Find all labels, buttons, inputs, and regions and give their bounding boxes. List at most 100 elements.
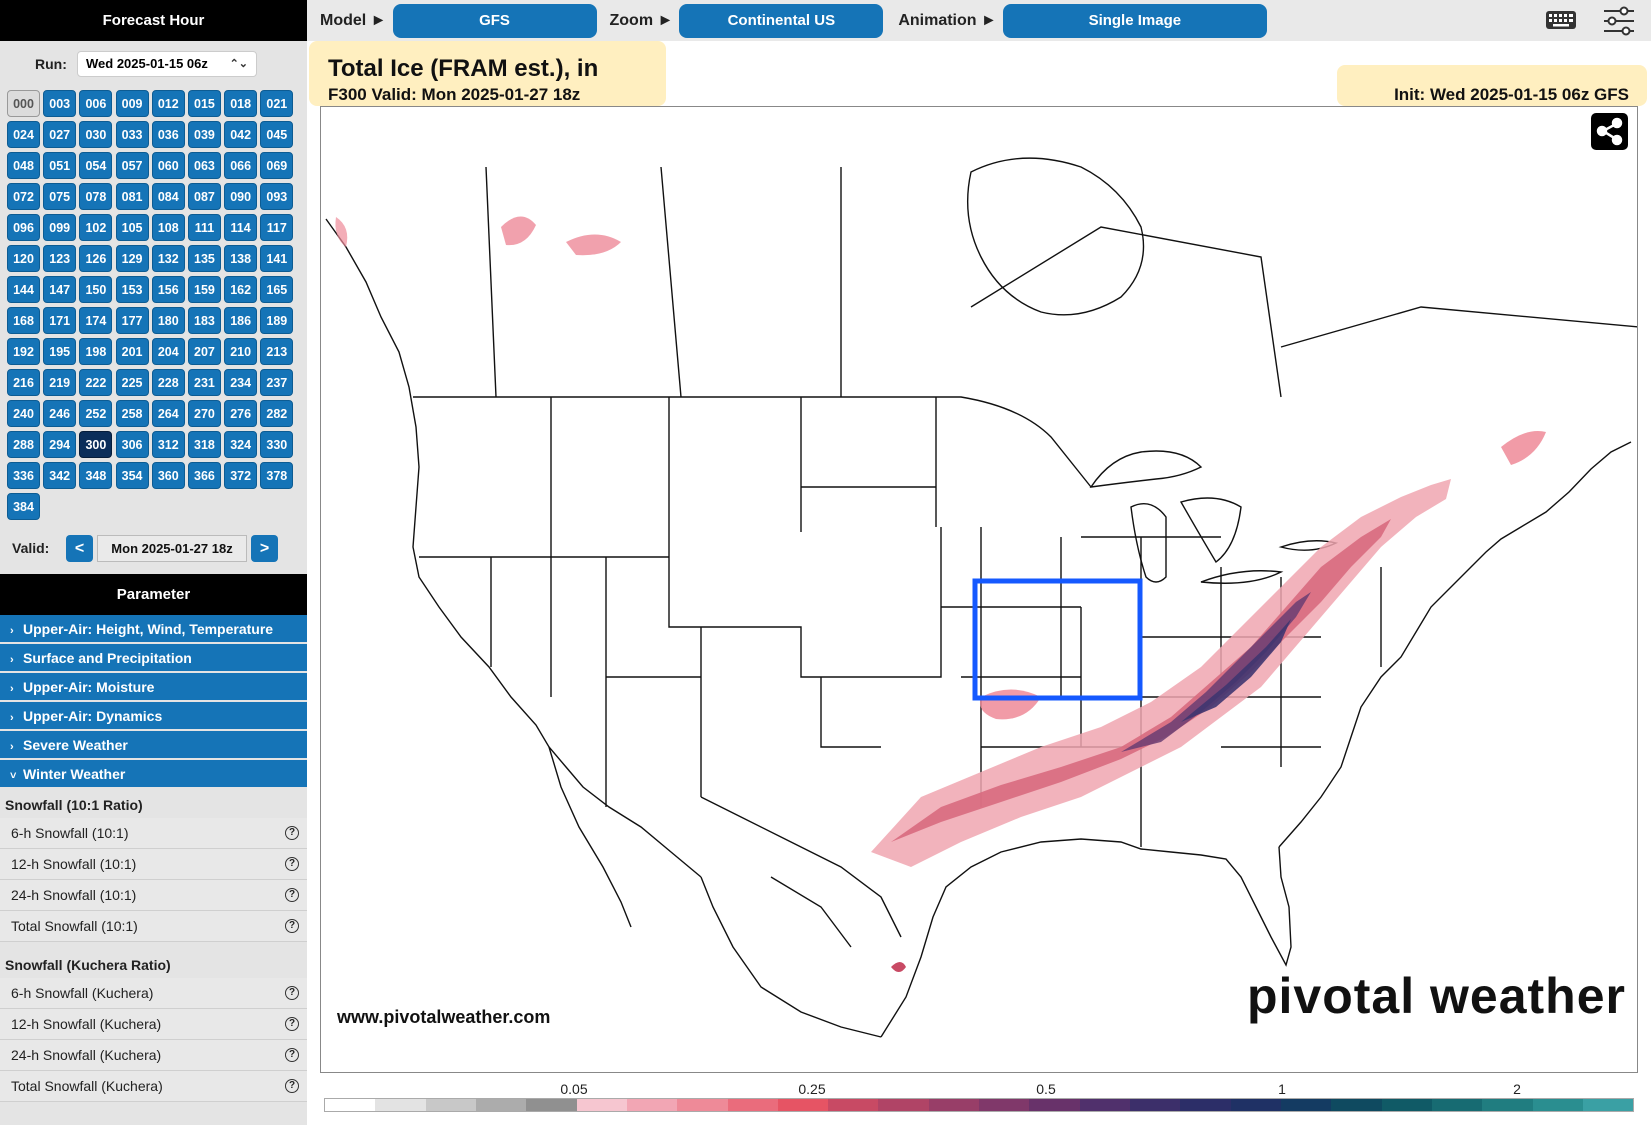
forecast-hour-button-234[interactable]: 234: [224, 369, 258, 396]
forecast-hour-button-114[interactable]: 114: [224, 214, 258, 241]
forecast-hour-button-240[interactable]: 240: [7, 400, 40, 427]
forecast-hour-button-048[interactable]: 048: [7, 152, 40, 179]
forecast-hour-button-192[interactable]: 192: [7, 338, 40, 365]
help-icon[interactable]: ?: [285, 826, 299, 840]
forecast-hour-button-207[interactable]: 207: [187, 338, 221, 365]
help-icon[interactable]: ?: [285, 1017, 299, 1031]
forecast-hour-button-117[interactable]: 117: [260, 214, 294, 241]
forecast-hour-button-078[interactable]: 078: [79, 183, 113, 210]
forecast-hour-button-123[interactable]: 123: [43, 245, 77, 272]
parameter-category[interactable]: › Surface and Precipitation: [0, 644, 307, 673]
forecast-hour-button-213[interactable]: 213: [260, 338, 294, 365]
forecast-hour-button-180[interactable]: 180: [151, 307, 185, 334]
forecast-hour-button-171[interactable]: 171: [43, 307, 77, 334]
zoom-select-button[interactable]: Continental US: [679, 3, 884, 38]
forecast-hour-button-384[interactable]: 384: [7, 493, 40, 520]
forecast-hour-button-282[interactable]: 282: [260, 400, 294, 427]
forecast-hour-button-198[interactable]: 198: [79, 338, 113, 365]
product-item[interactable]: Total Snowfall (Kuchera)?: [0, 1071, 307, 1102]
forecast-hour-button-366[interactable]: 366: [187, 462, 221, 489]
forecast-hour-button-093[interactable]: 093: [260, 183, 294, 210]
forecast-hour-button-102[interactable]: 102: [79, 214, 113, 241]
forecast-hour-button-015[interactable]: 015: [187, 90, 221, 117]
forecast-hour-button-210[interactable]: 210: [224, 338, 258, 365]
forecast-hour-button-159[interactable]: 159: [187, 276, 221, 303]
forecast-hour-button-156[interactable]: 156: [151, 276, 185, 303]
forecast-hour-button-099[interactable]: 099: [43, 214, 77, 241]
forecast-hour-button-276[interactable]: 276: [224, 400, 258, 427]
animation-select-button[interactable]: Single Image: [1002, 3, 1267, 38]
forecast-hour-button-105[interactable]: 105: [115, 214, 149, 241]
next-hour-button[interactable]: >: [251, 534, 278, 562]
parameter-category[interactable]: › Upper-Air: Moisture: [0, 673, 307, 702]
forecast-hour-button-030[interactable]: 030: [79, 121, 113, 148]
forecast-hour-button-372[interactable]: 372: [224, 462, 258, 489]
forecast-hour-button-021[interactable]: 021: [260, 90, 294, 117]
run-select[interactable]: Wed 2025-01-15 06z ⌃⌄: [77, 50, 257, 77]
forecast-hour-button-009[interactable]: 009: [115, 90, 149, 117]
forecast-hour-button-018[interactable]: 018: [224, 90, 258, 117]
forecast-hour-button-336[interactable]: 336: [7, 462, 40, 489]
forecast-hour-button-084[interactable]: 084: [151, 183, 185, 210]
parameter-category[interactable]: › Upper-Air: Dynamics: [0, 702, 307, 731]
forecast-hour-button-063[interactable]: 063: [187, 152, 221, 179]
forecast-hour-button-288[interactable]: 288: [7, 431, 40, 458]
forecast-hour-button-039[interactable]: 039: [187, 121, 221, 148]
forecast-hour-button-036[interactable]: 036: [151, 121, 185, 148]
prev-hour-button[interactable]: <: [66, 534, 93, 562]
forecast-hour-button-057[interactable]: 057: [115, 152, 149, 179]
forecast-hour-button-111[interactable]: 111: [187, 214, 221, 241]
forecast-hour-button-174[interactable]: 174: [79, 307, 113, 334]
forecast-hour-button-075[interactable]: 075: [43, 183, 77, 210]
forecast-hour-button-051[interactable]: 051: [43, 152, 77, 179]
forecast-hour-button-042[interactable]: 042: [224, 121, 258, 148]
forecast-hour-button-231[interactable]: 231: [187, 369, 221, 396]
forecast-hour-button-177[interactable]: 177: [115, 307, 149, 334]
forecast-hour-button-162[interactable]: 162: [224, 276, 258, 303]
forecast-hour-button-024[interactable]: 024: [7, 121, 40, 148]
help-icon[interactable]: ?: [285, 857, 299, 871]
parameter-category[interactable]: › Upper-Air: Height, Wind, Temperature: [0, 615, 307, 644]
forecast-hour-button-228[interactable]: 228: [151, 369, 185, 396]
forecast-hour-button-126[interactable]: 126: [79, 245, 113, 272]
forecast-hour-button-033[interactable]: 033: [115, 121, 149, 148]
forecast-hour-button-306[interactable]: 306: [115, 431, 149, 458]
forecast-hour-button-354[interactable]: 354: [115, 462, 149, 489]
keyboard-icon[interactable]: [1545, 9, 1577, 36]
forecast-hour-button-000[interactable]: 000: [7, 90, 40, 117]
help-icon[interactable]: ?: [285, 888, 299, 902]
forecast-hour-button-090[interactable]: 090: [224, 183, 258, 210]
forecast-hour-button-246[interactable]: 246: [43, 400, 77, 427]
forecast-hour-button-225[interactable]: 225: [115, 369, 149, 396]
forecast-hour-button-189[interactable]: 189: [260, 307, 294, 334]
forecast-hour-button-294[interactable]: 294: [43, 431, 77, 458]
forecast-hour-button-264[interactable]: 264: [151, 400, 185, 427]
forecast-map[interactable]: [320, 106, 1638, 1073]
forecast-hour-button-348[interactable]: 348: [79, 462, 113, 489]
product-item[interactable]: 24-h Snowfall (Kuchera)?: [0, 1040, 307, 1071]
product-item[interactable]: 6-h Snowfall (Kuchera)?: [0, 978, 307, 1009]
forecast-hour-button-054[interactable]: 054: [79, 152, 113, 179]
product-item[interactable]: 12-h Snowfall (Kuchera)?: [0, 1009, 307, 1040]
forecast-hour-button-135[interactable]: 135: [187, 245, 221, 272]
forecast-hour-button-144[interactable]: 144: [7, 276, 40, 303]
forecast-hour-button-318[interactable]: 318: [187, 431, 221, 458]
forecast-hour-button-342[interactable]: 342: [43, 462, 77, 489]
forecast-hour-button-003[interactable]: 003: [43, 90, 77, 117]
forecast-hour-button-252[interactable]: 252: [79, 400, 113, 427]
forecast-hour-button-087[interactable]: 087: [187, 183, 221, 210]
forecast-hour-button-045[interactable]: 045: [260, 121, 294, 148]
forecast-hour-button-150[interactable]: 150: [79, 276, 113, 303]
model-select-button[interactable]: GFS: [392, 3, 597, 38]
forecast-hour-button-072[interactable]: 072: [7, 183, 40, 210]
forecast-hour-button-201[interactable]: 201: [115, 338, 149, 365]
forecast-hour-button-300[interactable]: 300: [79, 431, 113, 458]
forecast-hour-button-312[interactable]: 312: [151, 431, 185, 458]
forecast-hour-button-006[interactable]: 006: [79, 90, 113, 117]
forecast-hour-button-378[interactable]: 378: [260, 462, 294, 489]
forecast-hour-button-222[interactable]: 222: [79, 369, 113, 396]
forecast-hour-button-324[interactable]: 324: [224, 431, 258, 458]
forecast-hour-button-012[interactable]: 012: [151, 90, 185, 117]
forecast-hour-button-096[interactable]: 096: [7, 214, 40, 241]
forecast-hour-button-186[interactable]: 186: [224, 307, 258, 334]
